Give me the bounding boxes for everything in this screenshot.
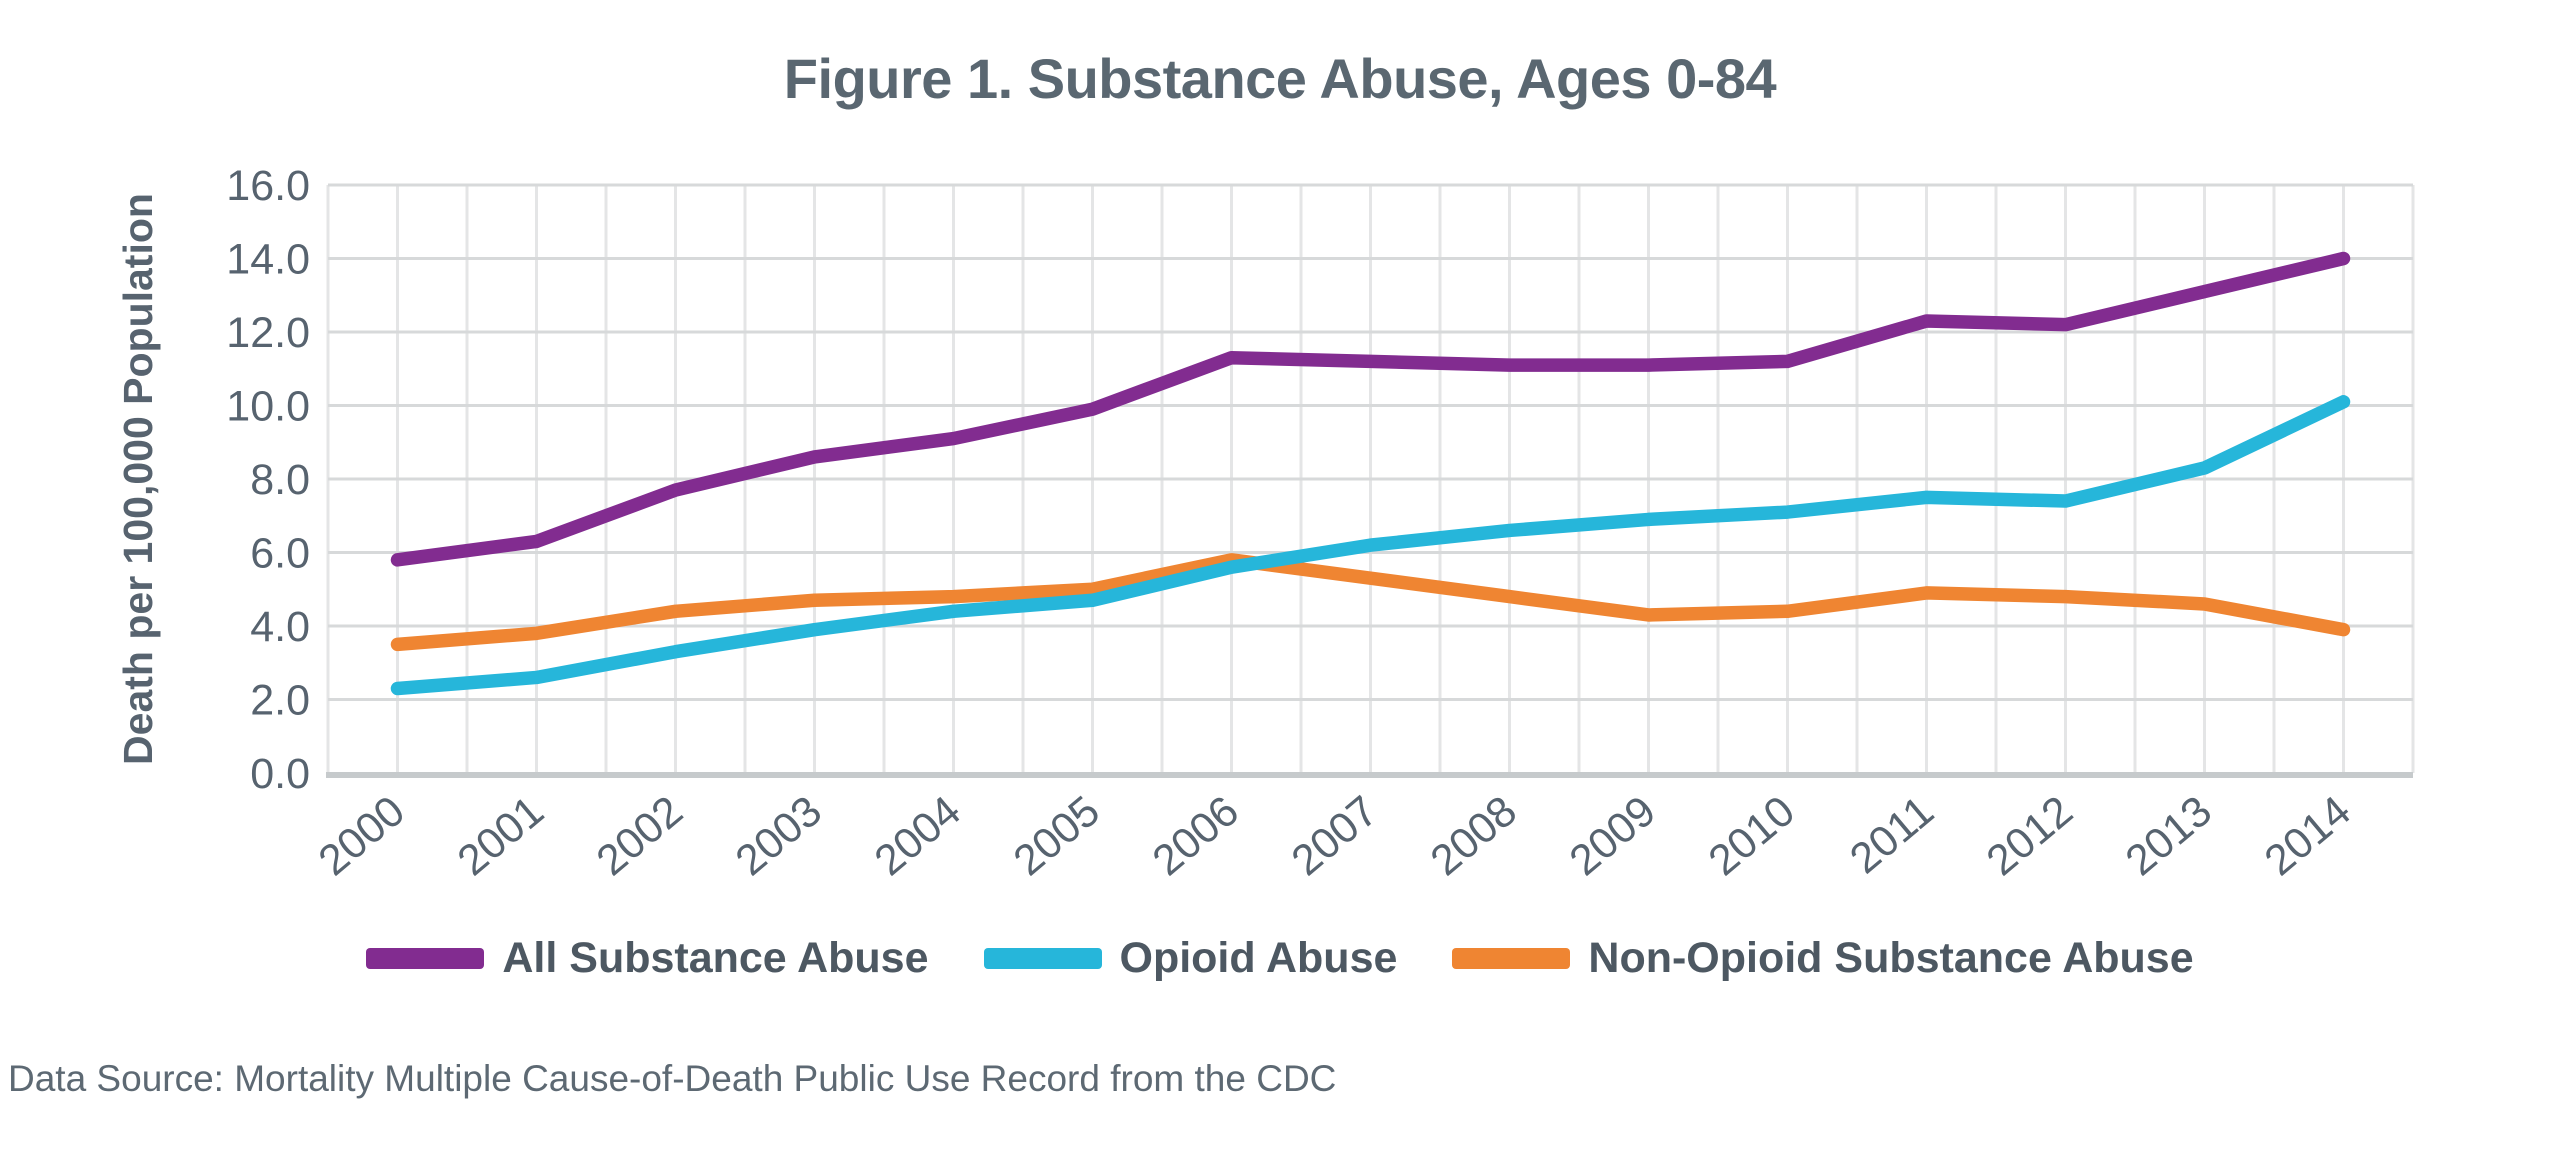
x-tick-label: 2000 (310, 787, 414, 885)
legend-item-opioid-abuse: Opioid Abuse (983, 934, 1398, 983)
x-tick-label: 2003 (727, 787, 831, 885)
x-tick-label: 2012 (1978, 787, 2082, 885)
x-tick-label: 2013 (2117, 787, 2221, 885)
y-tick-label: 8.0 (250, 456, 310, 504)
x-tick-label: 2011 (1841, 787, 1943, 883)
x-tick-label: 2010 (1700, 787, 1804, 885)
legend-label: Opioid Abuse (1119, 934, 1398, 982)
x-tick-label: 2014 (2256, 787, 2360, 885)
x-tick-label: 2001 (449, 787, 553, 885)
legend-item-all-substance-abuse: All Substance Abuse (366, 934, 929, 983)
x-tick-label: 2008 (1422, 787, 1526, 885)
series-line-opioid-abuse (390, 395, 2351, 696)
chart-title: Figure 1. Substance Abuse, Ages 0-84 (783, 47, 1777, 110)
legend-item-non-opioid-substance-abuse: Non-Opioid Substance Abuse (1452, 934, 2194, 983)
x-tick-label: 2004 (866, 787, 970, 885)
chart-legend: All Substance Abuse Opioid Abuse Non-Opioi… (0, 934, 2560, 983)
x-tick-labels: 2000 2001 2002 2003 2004 2005 2006 2007 2008 2009… (310, 787, 2360, 885)
y-tick-label: 2.0 (250, 677, 310, 725)
y-tick-label: 4.0 (250, 603, 310, 651)
legend-swatch-opioid-abuse (983, 948, 1102, 969)
y-tick-label: 10.0 (226, 383, 310, 431)
y-tick-label: 6.0 (250, 530, 310, 578)
series-line-non-opioid-substance-abuse (390, 553, 2351, 652)
y-tick-label: 14.0 (226, 236, 310, 284)
x-tick-label: 2006 (1144, 787, 1248, 885)
legend-label: Non-Opioid Substance Abuse (1588, 934, 2194, 982)
x-tick-label: 2009 (1561, 787, 1665, 885)
series-lines (390, 251, 2351, 696)
y-tick-label: 12.0 (226, 309, 310, 357)
x-tick-label: 2007 (1283, 787, 1387, 885)
x-tick-label: 2005 (1005, 787, 1109, 885)
data-source-note: Data Source: Mortality Multiple Cause-of… (8, 1058, 1337, 1099)
y-tick-label: 0.0 (250, 750, 310, 798)
x-tick-label: 2002 (588, 787, 692, 885)
y-tick-label: 16.0 (226, 162, 310, 210)
legend-swatch-non-opioid-substance-abuse (1452, 948, 1571, 969)
legend-swatch-all-substance-abuse (366, 948, 485, 969)
horizontal-gridlines (328, 183, 2413, 701)
legend-label: All Substance Abuse (502, 934, 929, 982)
y-tick-labels: 0.0 2.0 4.0 6.0 8.0 10.0 12.0 14.0 16.0 (226, 162, 310, 798)
series-line-all-substance-abuse (390, 251, 2351, 567)
y-axis-title: Death per 100,000 Population (115, 193, 161, 765)
